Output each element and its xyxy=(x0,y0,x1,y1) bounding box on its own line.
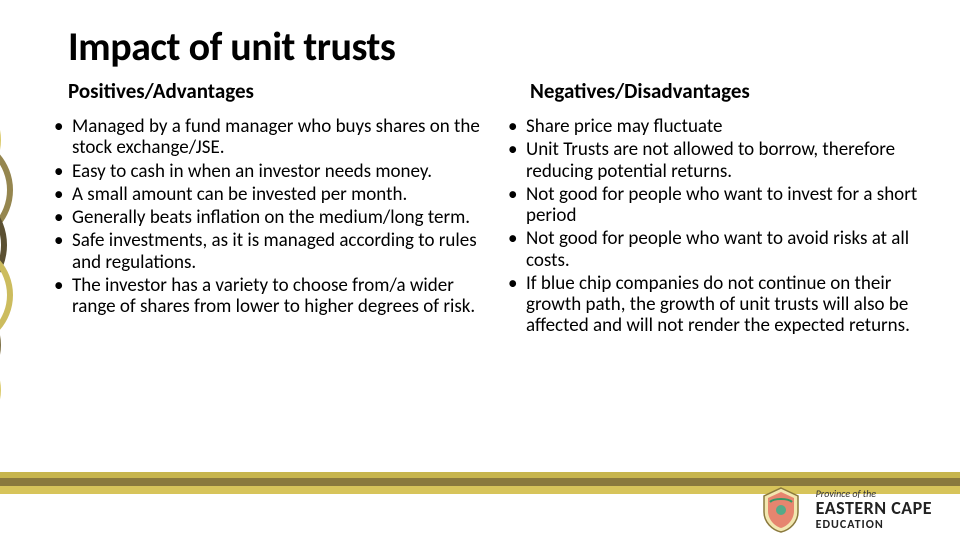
list-item: Safe investments, as it is managed accor… xyxy=(52,230,492,273)
logo-text: Province of the EASTERN CAPE EDUCATION xyxy=(816,489,932,531)
list-item: If blue chip companies do not continue o… xyxy=(506,273,936,337)
list-item: Not good for people who want to avoid ri… xyxy=(506,228,936,271)
list-item: Generally beats inflation on the medium/… xyxy=(52,207,492,228)
advantages-list: Managed by a fund manager who buys share… xyxy=(52,116,492,319)
logo-line3: EDUCATION xyxy=(816,519,932,531)
list-item: The investor has a variety to choose fro… xyxy=(52,275,492,318)
right-heading: Negatives/Disadvantages xyxy=(530,78,750,104)
logo-line2: EASTERN CAPE xyxy=(816,499,932,517)
list-item: Not good for people who want to invest f… xyxy=(506,184,936,227)
disadvantages-list: Share price may fluctuate Unit Trusts ar… xyxy=(506,116,936,339)
footer: Province of the EASTERN CAPE EDUCATION xyxy=(0,460,960,540)
list-item: Share price may fluctuate xyxy=(506,116,936,137)
footer-stripe xyxy=(0,478,960,486)
slide: Impact of unit trusts Positives/Advantag… xyxy=(0,0,960,540)
list-item: A small amount can be invested per month… xyxy=(52,184,492,205)
crest-icon xyxy=(756,486,806,534)
list-item: Managed by a fund manager who buys share… xyxy=(52,116,492,159)
list-item: Unit Trusts are not allowed to borrow, t… xyxy=(506,139,936,182)
list-item: Easy to cash in when an investor needs m… xyxy=(52,161,492,182)
left-heading: Positives/Advantages xyxy=(68,78,254,104)
slide-title: Impact of unit trusts xyxy=(68,22,395,71)
footer-logo: Province of the EASTERN CAPE EDUCATION xyxy=(756,486,932,534)
